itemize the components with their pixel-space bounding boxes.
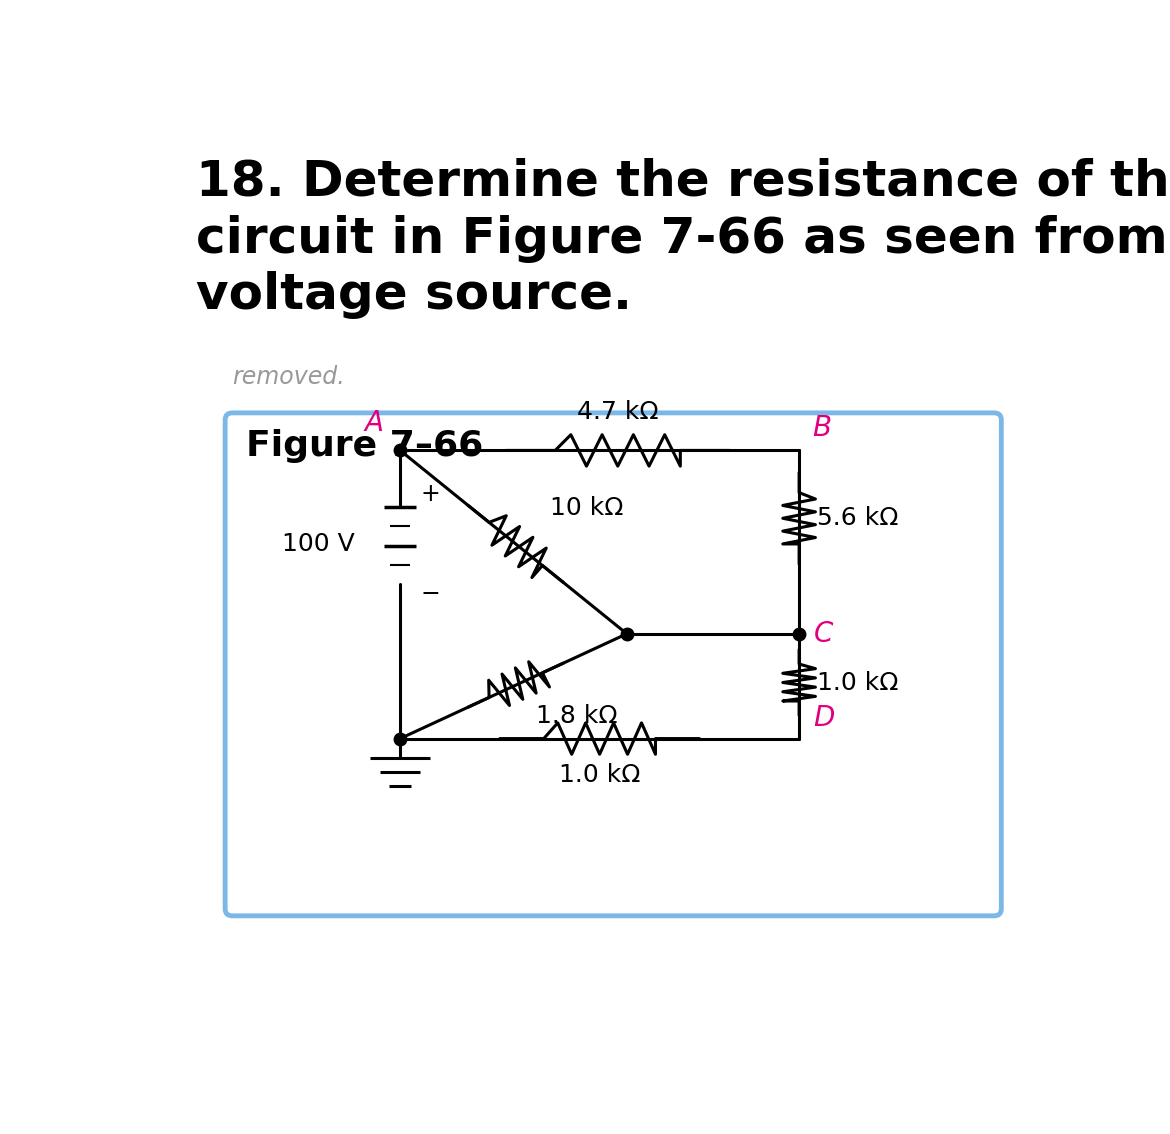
Text: removed.: removed.	[233, 365, 345, 389]
Text: circuit in Figure 7-66 as seen from the: circuit in Figure 7-66 as seen from the	[197, 214, 1170, 263]
Text: −: −	[420, 583, 440, 607]
Text: C: C	[813, 620, 833, 648]
Text: 4.7 kΩ: 4.7 kΩ	[577, 400, 659, 424]
Text: B: B	[813, 414, 832, 442]
Text: voltage source.: voltage source.	[197, 271, 632, 320]
Text: 10 kΩ: 10 kΩ	[550, 497, 624, 521]
FancyBboxPatch shape	[225, 413, 1002, 916]
Text: 1.0 kΩ: 1.0 kΩ	[559, 763, 640, 787]
Text: 1.8 kΩ: 1.8 kΩ	[536, 703, 618, 728]
Text: 18. Determine the resistance of the: 18. Determine the resistance of the	[197, 158, 1170, 206]
Text: 1.0 kΩ: 1.0 kΩ	[817, 670, 899, 694]
Text: D: D	[813, 703, 835, 731]
Text: 5.6 kΩ: 5.6 kΩ	[817, 506, 899, 531]
Text: A: A	[365, 409, 384, 438]
Text: +: +	[420, 482, 440, 506]
Text: 100 V: 100 V	[282, 532, 355, 557]
Text: Figure 7–66: Figure 7–66	[246, 429, 483, 463]
